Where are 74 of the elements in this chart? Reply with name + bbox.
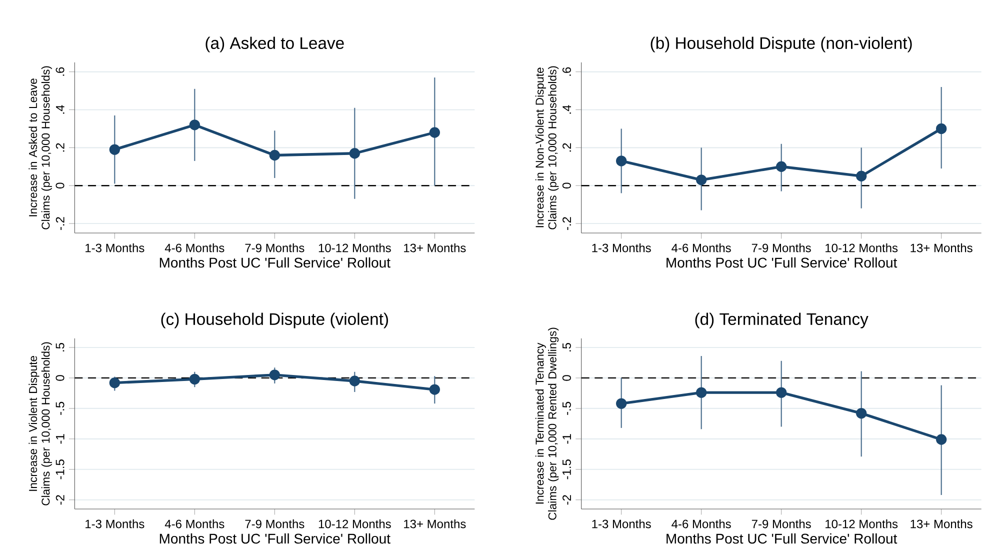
y-tick-label: -1.5: [562, 460, 571, 480]
point: [616, 156, 627, 166]
x-tick-label: 1-3 Months: [86, 519, 144, 528]
x-tick-label: 10-12 Months: [318, 243, 391, 252]
point: [776, 161, 787, 172]
chart-title: (b) Household Dispute (non-violent): [650, 36, 912, 52]
y-tick-label: -1: [562, 434, 571, 444]
point: [856, 408, 867, 419]
x-tick-label: 4-6 Months: [164, 519, 224, 528]
y-tick-label: 0: [56, 375, 64, 381]
x-axis-title: Months Post UC 'Full Service' Rollout: [160, 533, 390, 544]
x-tick-label: 1-3 Months: [592, 519, 651, 528]
y-tick-label: 0: [562, 375, 571, 381]
y-tick-label: -2: [562, 495, 571, 505]
y-tick-label: .2: [56, 143, 64, 152]
x-tick-label: 4-6 Months: [672, 243, 731, 252]
y-tick-label: .4: [562, 105, 571, 114]
x-axis-title: Months Post UC 'Full Service' Rollout: [666, 257, 898, 268]
point: [936, 434, 947, 445]
point: [349, 148, 360, 159]
point: [696, 174, 707, 186]
y-tick-label: .5: [562, 342, 571, 352]
chart-title: (a) Asked to Leave: [206, 36, 344, 52]
x-tick-label: 1-3 Months: [592, 243, 651, 252]
point: [109, 144, 120, 155]
y-tick-label: -.2: [562, 217, 571, 230]
y-tick-label: .4: [56, 105, 64, 114]
point: [429, 127, 440, 138]
y-axis-title: Increase in Non-Violent Dispute Claims (per 10,000 Households): [535, 66, 559, 230]
y-axis-title: Increase in Violent Dispute Claims (per 10,000 Households): [28, 342, 52, 506]
y-tick-label: -.2: [56, 217, 64, 230]
x-tick-label: 10-12 Months: [318, 519, 391, 528]
x-tick-label: 13+ Months: [910, 243, 972, 252]
y-tick-label: .6: [56, 67, 64, 76]
x-tick-label: 4-6 Months: [164, 243, 224, 252]
y-tick-label: .5: [56, 342, 64, 352]
x-tick-label: 10-12 Months: [826, 243, 898, 252]
point: [109, 377, 120, 388]
point: [189, 120, 200, 130]
x-tick-label: 10-12 Months: [826, 519, 898, 528]
x-tick-label: 1-3 Months: [86, 243, 144, 252]
point: [429, 384, 440, 395]
y-tick-label: -1: [56, 434, 64, 444]
y-tick-label: 0: [56, 182, 64, 188]
point: [776, 387, 787, 398]
point: [936, 123, 947, 134]
y-tick-label: 0: [562, 182, 571, 188]
x-tick-label: 7-9 Months: [245, 243, 304, 252]
x-tick-label: 7-9 Months: [752, 519, 811, 528]
y-tick-label: .6: [562, 67, 571, 76]
y-tick-label: -1.5: [56, 460, 64, 480]
point: [856, 170, 867, 182]
x-tick-label: 13+ Months: [910, 519, 972, 528]
x-tick-label: 13+ Months: [404, 243, 466, 252]
y-tick-label: .2: [562, 143, 571, 152]
point: [349, 376, 360, 386]
x-axis-title: Months Post UC 'Full Service' Rollout: [666, 533, 898, 544]
y-tick-label: -.5: [56, 402, 64, 415]
x-tick-label: 7-9 Months: [245, 519, 304, 528]
point: [616, 398, 627, 409]
y-axis-title: Increase in Asked to Leave Claims (per 10,000 Households): [28, 66, 52, 230]
point: [696, 387, 707, 398]
x-tick-label: 7-9 Months: [752, 243, 811, 252]
y-tick-label: -2: [56, 495, 64, 505]
y-tick-label: -.5: [562, 402, 571, 415]
chart-title: (d) Terminated Tenancy: [695, 312, 868, 328]
chart-title: (c) Household Dispute (violent): [161, 312, 388, 328]
point: [189, 374, 200, 385]
x-axis-title: Months Post UC 'Full Service' Rollout: [160, 257, 390, 268]
x-tick-label: 13+ Months: [404, 519, 466, 528]
x-tick-label: 4-6 Months: [672, 519, 731, 528]
y-axis-title: Increase in Terminated Tenancy Claims (per 10,000 Rented Dwellings): [535, 328, 559, 520]
point: [269, 150, 280, 161]
point: [269, 370, 280, 380]
